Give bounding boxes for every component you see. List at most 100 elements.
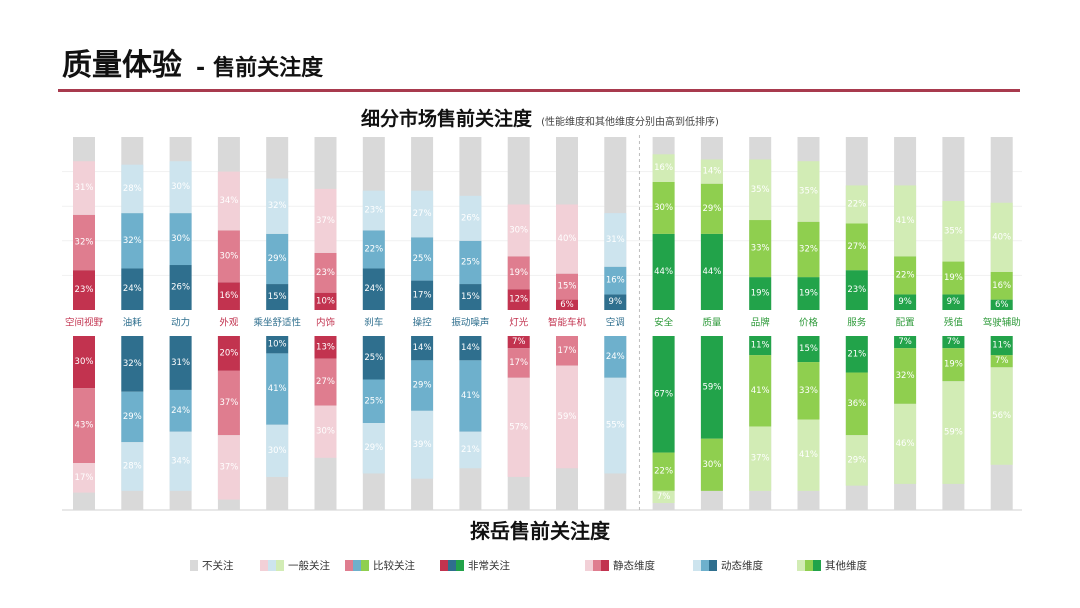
data-label: 41% [799, 450, 818, 460]
legend-swatch [601, 559, 609, 571]
bar-segment-very [507, 336, 530, 349]
category-label: 操控 [413, 317, 433, 329]
data-label: 40% [558, 234, 577, 244]
bar-segment-very [73, 336, 95, 389]
data-label: 39% [413, 440, 432, 450]
bar-segment-very [990, 299, 1013, 310]
bar-segment-general [121, 164, 144, 214]
bar-segment-general [749, 426, 772, 491]
category-label: 品牌 [751, 317, 771, 329]
bar-segment-fairly [845, 223, 868, 271]
legend-swatch [448, 559, 456, 571]
legend-swatch [813, 559, 821, 571]
data-label: 41% [896, 216, 915, 226]
legend-swatch [797, 559, 805, 571]
bar-segment-fairly [604, 266, 627, 295]
category-label: 动力 [171, 317, 190, 329]
bar-segment-very [990, 336, 1013, 356]
legend-swatch [276, 559, 284, 571]
bar-segment-fairly [507, 256, 530, 290]
data-label: 32% [123, 359, 142, 369]
data-label: 23% [316, 268, 335, 278]
bar-segment-fairly [362, 230, 385, 269]
bar-segment-general [217, 435, 240, 500]
data-label: 35% [751, 185, 770, 195]
data-label: 32% [896, 371, 915, 381]
title-rule [58, 89, 1020, 92]
data-label: 6% [560, 300, 574, 310]
bar-segment-fairly [411, 360, 434, 411]
bar-segment-general [556, 365, 578, 469]
bar-segment-fairly [121, 391, 144, 443]
data-label: 27% [413, 209, 432, 219]
data-label: 31% [171, 358, 190, 368]
bar-segment-fairly [556, 336, 578, 366]
category-label: 质量 [702, 317, 722, 329]
bar-segment-fairly [73, 388, 95, 464]
data-label: 9% [609, 297, 623, 307]
data-label: 24% [364, 284, 383, 294]
bar-segment-general [604, 213, 627, 267]
data-label: 31% [75, 183, 94, 193]
category-label: 服务 [847, 317, 867, 329]
data-label: 34% [171, 456, 190, 466]
bar-segment-very [459, 336, 482, 361]
bar-segment-very [700, 233, 723, 310]
bar-segment-fairly [942, 261, 965, 295]
data-label: 30% [316, 427, 335, 437]
legend-swatch [593, 559, 601, 571]
bar-segment-general [604, 377, 627, 474]
bar-segment-general [700, 159, 723, 184]
data-label: 17% [509, 358, 528, 368]
legend-swatch [361, 559, 369, 571]
bar-segment-general [314, 405, 337, 458]
bar-segment-fairly [266, 233, 289, 285]
data-label: 7% [657, 492, 671, 502]
bar-segment-fairly [990, 355, 1013, 368]
data-label: 37% [219, 398, 238, 408]
bar-segment-very [749, 277, 772, 310]
bar-segment-general [217, 171, 240, 231]
category-label: 空调 [606, 317, 625, 329]
data-label: 19% [751, 289, 770, 299]
data-label: 67% [654, 389, 673, 399]
legend-label: 不关注 [202, 559, 234, 572]
data-label: 36% [847, 399, 866, 409]
data-label: 13% [316, 342, 335, 352]
category-label: 油耗 [123, 317, 143, 329]
bar-segment-general [73, 161, 95, 215]
chart-note: (性能维度和其他维度分别由高到低排序) [541, 117, 719, 128]
bar-segment-very [845, 336, 868, 373]
bar-segment-very [169, 336, 192, 390]
bar-segment-general [169, 161, 192, 214]
data-label: 23% [847, 285, 866, 295]
bar-segment-general [266, 424, 289, 477]
legend-swatch [190, 559, 198, 571]
bar-segment-fairly [411, 237, 434, 281]
bar-segment-very [459, 284, 482, 310]
bar-segment-very [411, 336, 434, 361]
data-label: 10% [316, 296, 335, 306]
bar-segment-general [990, 202, 1013, 272]
data-label: 34% [219, 196, 238, 206]
bar-segment-very [604, 294, 627, 310]
bar-segment-very [73, 270, 95, 310]
category-label: 价格 [799, 317, 819, 329]
data-label: 7% [512, 337, 526, 347]
data-label: 57% [509, 422, 528, 432]
data-label: 40% [992, 232, 1011, 242]
data-label: 41% [751, 386, 770, 396]
data-label: 29% [268, 254, 287, 264]
bar-segment-very [507, 289, 530, 310]
data-label: 26% [461, 213, 480, 223]
legend-swatch [353, 559, 361, 571]
data-label: 17% [75, 473, 94, 483]
bar-segment-general [459, 195, 482, 241]
bar-segment-general [121, 442, 144, 491]
data-label: 27% [847, 242, 866, 252]
bar-segment-very [894, 294, 917, 310]
data-label: 29% [413, 381, 432, 391]
legend-label: 非常关注 [468, 559, 510, 572]
data-label: 16% [606, 276, 625, 286]
bar-segment-fairly [652, 181, 675, 234]
